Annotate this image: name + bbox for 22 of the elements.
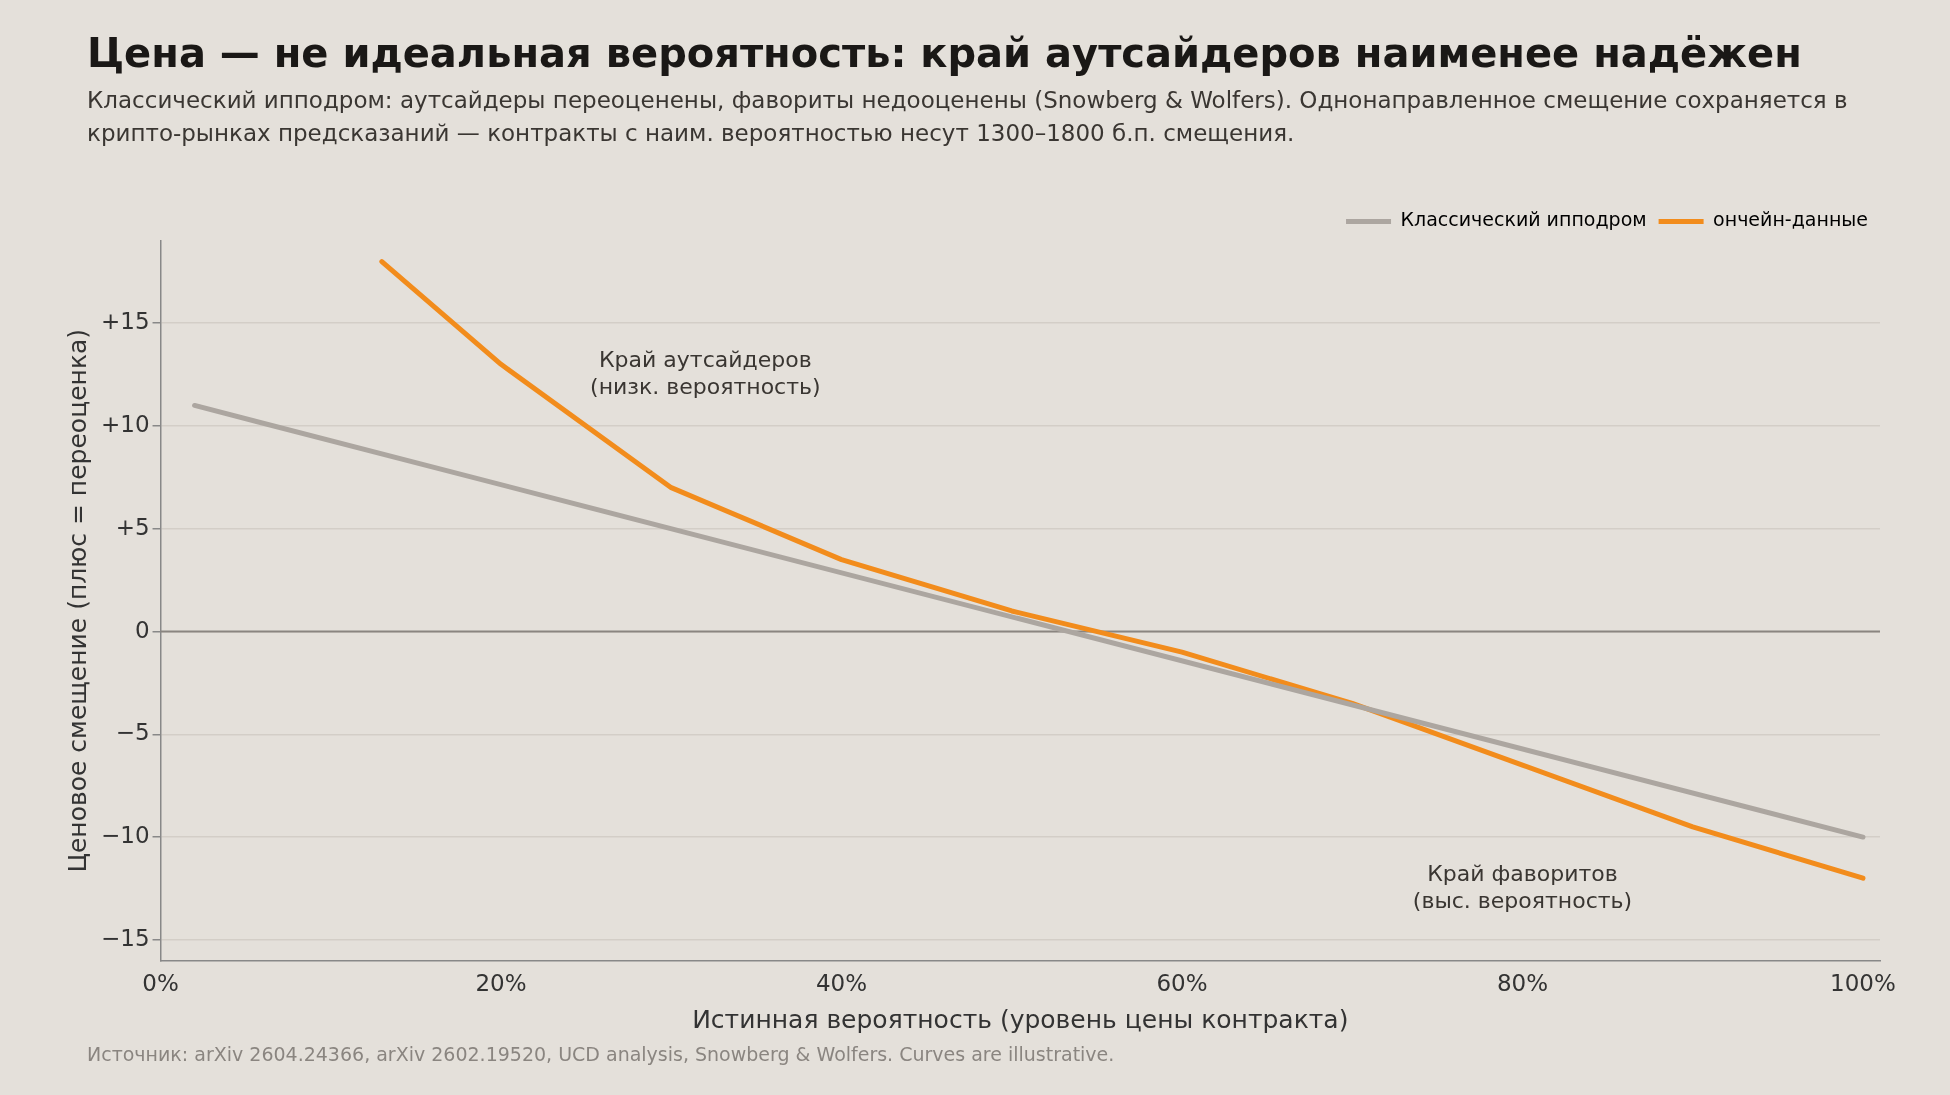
annotation: Край аутсайдеров (низк. вероятность) (590, 346, 821, 399)
y-tick-label: +10 (100, 410, 150, 437)
y-tick-label: 0 (134, 616, 150, 643)
y-tick-label: +5 (115, 513, 150, 540)
y-tick-label: −15 (100, 924, 150, 951)
y-axis-title: Ценовое смещение (плюс = переоценка) (62, 328, 92, 873)
x-tick-label: 40% (815, 970, 868, 997)
x-tick-label: 80% (1496, 970, 1549, 997)
chart-title: Цена — не идеальная вероятность: край аутсайдеров наименее надёжен (86, 30, 1803, 76)
x-axis-title: Истинная вероятность (уровень цены контракта) (692, 1004, 1349, 1034)
chart-subtitle: Классический ипподром: аутсайдеры переоценены, фавориты недооценены (Snowberg & Wolfers). Однонаправленное смещение сохраняется в крипто-рынках предсказаний — контракты с наим. вероятностью несут 1300–1800 б.п. смещения. (86, 86, 1849, 148)
x-tick-label: 100% (1830, 970, 1896, 997)
y-tick-label: −10 (100, 822, 150, 849)
text: Источник: arXiv 2604.24366, arXiv 2602.19520, UCD analysis, Snowberg & Wolfers. Curves are illustrative. (87, 1043, 1115, 1065)
y-tick-label: +15 (100, 308, 150, 335)
x-tick-label: 60% (1156, 970, 1208, 997)
legend-label: ончейн-данные (1713, 208, 1868, 231)
annotation: Край фаворитов (выс. вероятность) (1412, 860, 1633, 913)
y-tick-label: −5 (115, 719, 150, 746)
x-tick-label: 20% (475, 970, 527, 997)
x-tick-label: 0% (142, 970, 179, 997)
legend-label: Классический ипподром (1400, 208, 1647, 231)
